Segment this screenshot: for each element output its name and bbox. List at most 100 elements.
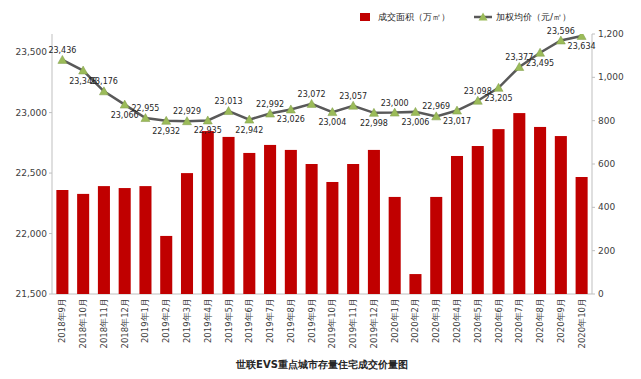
bar bbox=[139, 186, 151, 294]
bar bbox=[202, 131, 214, 294]
x-tick-label: 2019年10月 bbox=[327, 298, 337, 348]
marker bbox=[349, 101, 358, 109]
y2-tick bbox=[592, 120, 595, 121]
legend-swatch bbox=[360, 13, 370, 21]
marker bbox=[515, 63, 524, 71]
bar bbox=[368, 150, 380, 294]
data-label: 22,998 bbox=[360, 119, 388, 128]
x-tick-label: 2020年2月 bbox=[410, 298, 420, 343]
bar bbox=[347, 164, 359, 294]
y-tick bbox=[49, 294, 52, 295]
y2-tick bbox=[592, 164, 595, 165]
y2-tick-label: 1,200 bbox=[598, 29, 624, 39]
bar bbox=[451, 156, 463, 294]
data-label: 22,969 bbox=[422, 102, 450, 111]
x-tick-label: 2019年6月 bbox=[244, 298, 254, 343]
data-label: 23,057 bbox=[339, 92, 367, 101]
marker bbox=[79, 66, 88, 74]
marker bbox=[577, 34, 586, 39]
data-label: 23,436 bbox=[48, 46, 76, 55]
data-label: 23,000 bbox=[381, 99, 409, 108]
bar bbox=[555, 136, 567, 294]
bar bbox=[160, 236, 172, 294]
x-tick-label: 2018年9月 bbox=[57, 298, 67, 343]
marker bbox=[453, 106, 462, 114]
bar bbox=[243, 153, 255, 294]
marker bbox=[432, 112, 441, 120]
x-tick-label: 2019年12月 bbox=[369, 298, 379, 348]
marker bbox=[245, 115, 254, 123]
x-axis-line bbox=[52, 294, 592, 295]
bar bbox=[181, 173, 193, 294]
data-label: 23,004 bbox=[318, 118, 346, 127]
x-tick-label: 2019年9月 bbox=[307, 298, 317, 343]
data-label: 23,634 bbox=[568, 42, 596, 51]
data-label: 23,205 bbox=[485, 94, 513, 103]
bar bbox=[534, 127, 546, 294]
marker bbox=[328, 108, 337, 116]
data-label: 23,026 bbox=[277, 115, 305, 124]
marker bbox=[369, 108, 378, 116]
y2-tick-label: 0 bbox=[598, 289, 604, 299]
bar bbox=[430, 197, 442, 294]
legend-marker bbox=[479, 13, 488, 21]
y-tick-label: 22,500 bbox=[16, 168, 48, 178]
x-tick-label: 2019年3月 bbox=[182, 298, 192, 343]
marker bbox=[266, 109, 275, 117]
data-label: 23,176 bbox=[90, 77, 118, 86]
bar bbox=[285, 150, 297, 294]
y2-tick-label: 800 bbox=[598, 116, 615, 126]
y2-tick bbox=[592, 250, 595, 251]
bar bbox=[513, 113, 525, 294]
data-label: 22,929 bbox=[173, 107, 201, 116]
bar bbox=[264, 145, 276, 294]
data-label: 23,495 bbox=[526, 59, 554, 68]
title: 世联EVS重点城市存量住宅成交价量图 bbox=[235, 359, 408, 370]
x-tick-label: 2020年10月 bbox=[577, 298, 587, 348]
y-tick bbox=[49, 112, 52, 113]
marker bbox=[536, 48, 545, 56]
marker bbox=[556, 36, 565, 44]
bar bbox=[77, 194, 89, 294]
bar bbox=[409, 274, 421, 294]
marker bbox=[141, 114, 150, 122]
bar bbox=[306, 164, 318, 294]
data-label: 22,992 bbox=[256, 100, 284, 109]
bar bbox=[56, 190, 68, 294]
marker bbox=[224, 107, 233, 115]
data-label: 23,017 bbox=[443, 117, 471, 126]
y-tick-label: 21,500 bbox=[16, 289, 48, 299]
marker bbox=[286, 105, 295, 113]
bar bbox=[98, 186, 110, 294]
x-tick-label: 2020年1月 bbox=[390, 298, 400, 343]
x-tick-label: 2019年5月 bbox=[224, 298, 234, 343]
y-tick-label: 23,500 bbox=[16, 47, 48, 57]
chart: 21,500 22,000 22,500 23,000 23,500 0 200 400 600… bbox=[0, 0, 641, 379]
y2-tick-label: 400 bbox=[598, 202, 615, 212]
data-label: 23,072 bbox=[298, 90, 326, 99]
bar bbox=[119, 188, 131, 294]
y2-tick bbox=[592, 77, 595, 78]
x-tick-label: 2018年11月 bbox=[99, 298, 109, 348]
x-tick-label: 2020年5月 bbox=[473, 298, 483, 343]
bar bbox=[576, 177, 588, 294]
y2-tick bbox=[592, 294, 595, 295]
data-label: 22,935 bbox=[194, 126, 222, 135]
x-tick-label: 2018年12月 bbox=[120, 298, 130, 348]
x-tick-label: 2019年11月 bbox=[348, 298, 358, 348]
bar bbox=[472, 146, 484, 294]
x-tick-label: 2019年8月 bbox=[286, 298, 296, 343]
y2-tick-label: 200 bbox=[598, 246, 615, 256]
bar bbox=[493, 129, 505, 294]
y-tick-label: 22,000 bbox=[16, 229, 48, 239]
marker bbox=[203, 116, 212, 124]
marker bbox=[99, 87, 108, 95]
y2-tick-label: 600 bbox=[598, 159, 615, 169]
x-tick-label: 2019年4月 bbox=[203, 298, 213, 343]
data-label: 22,932 bbox=[152, 127, 180, 136]
data-labels: 23,43623,34823,17623,06622,95522,93222,9… bbox=[48, 27, 595, 136]
data-label: 22,942 bbox=[235, 126, 263, 135]
marker bbox=[307, 99, 316, 107]
bar bbox=[223, 137, 235, 294]
x-tick-label: 2020年4月 bbox=[452, 298, 462, 343]
